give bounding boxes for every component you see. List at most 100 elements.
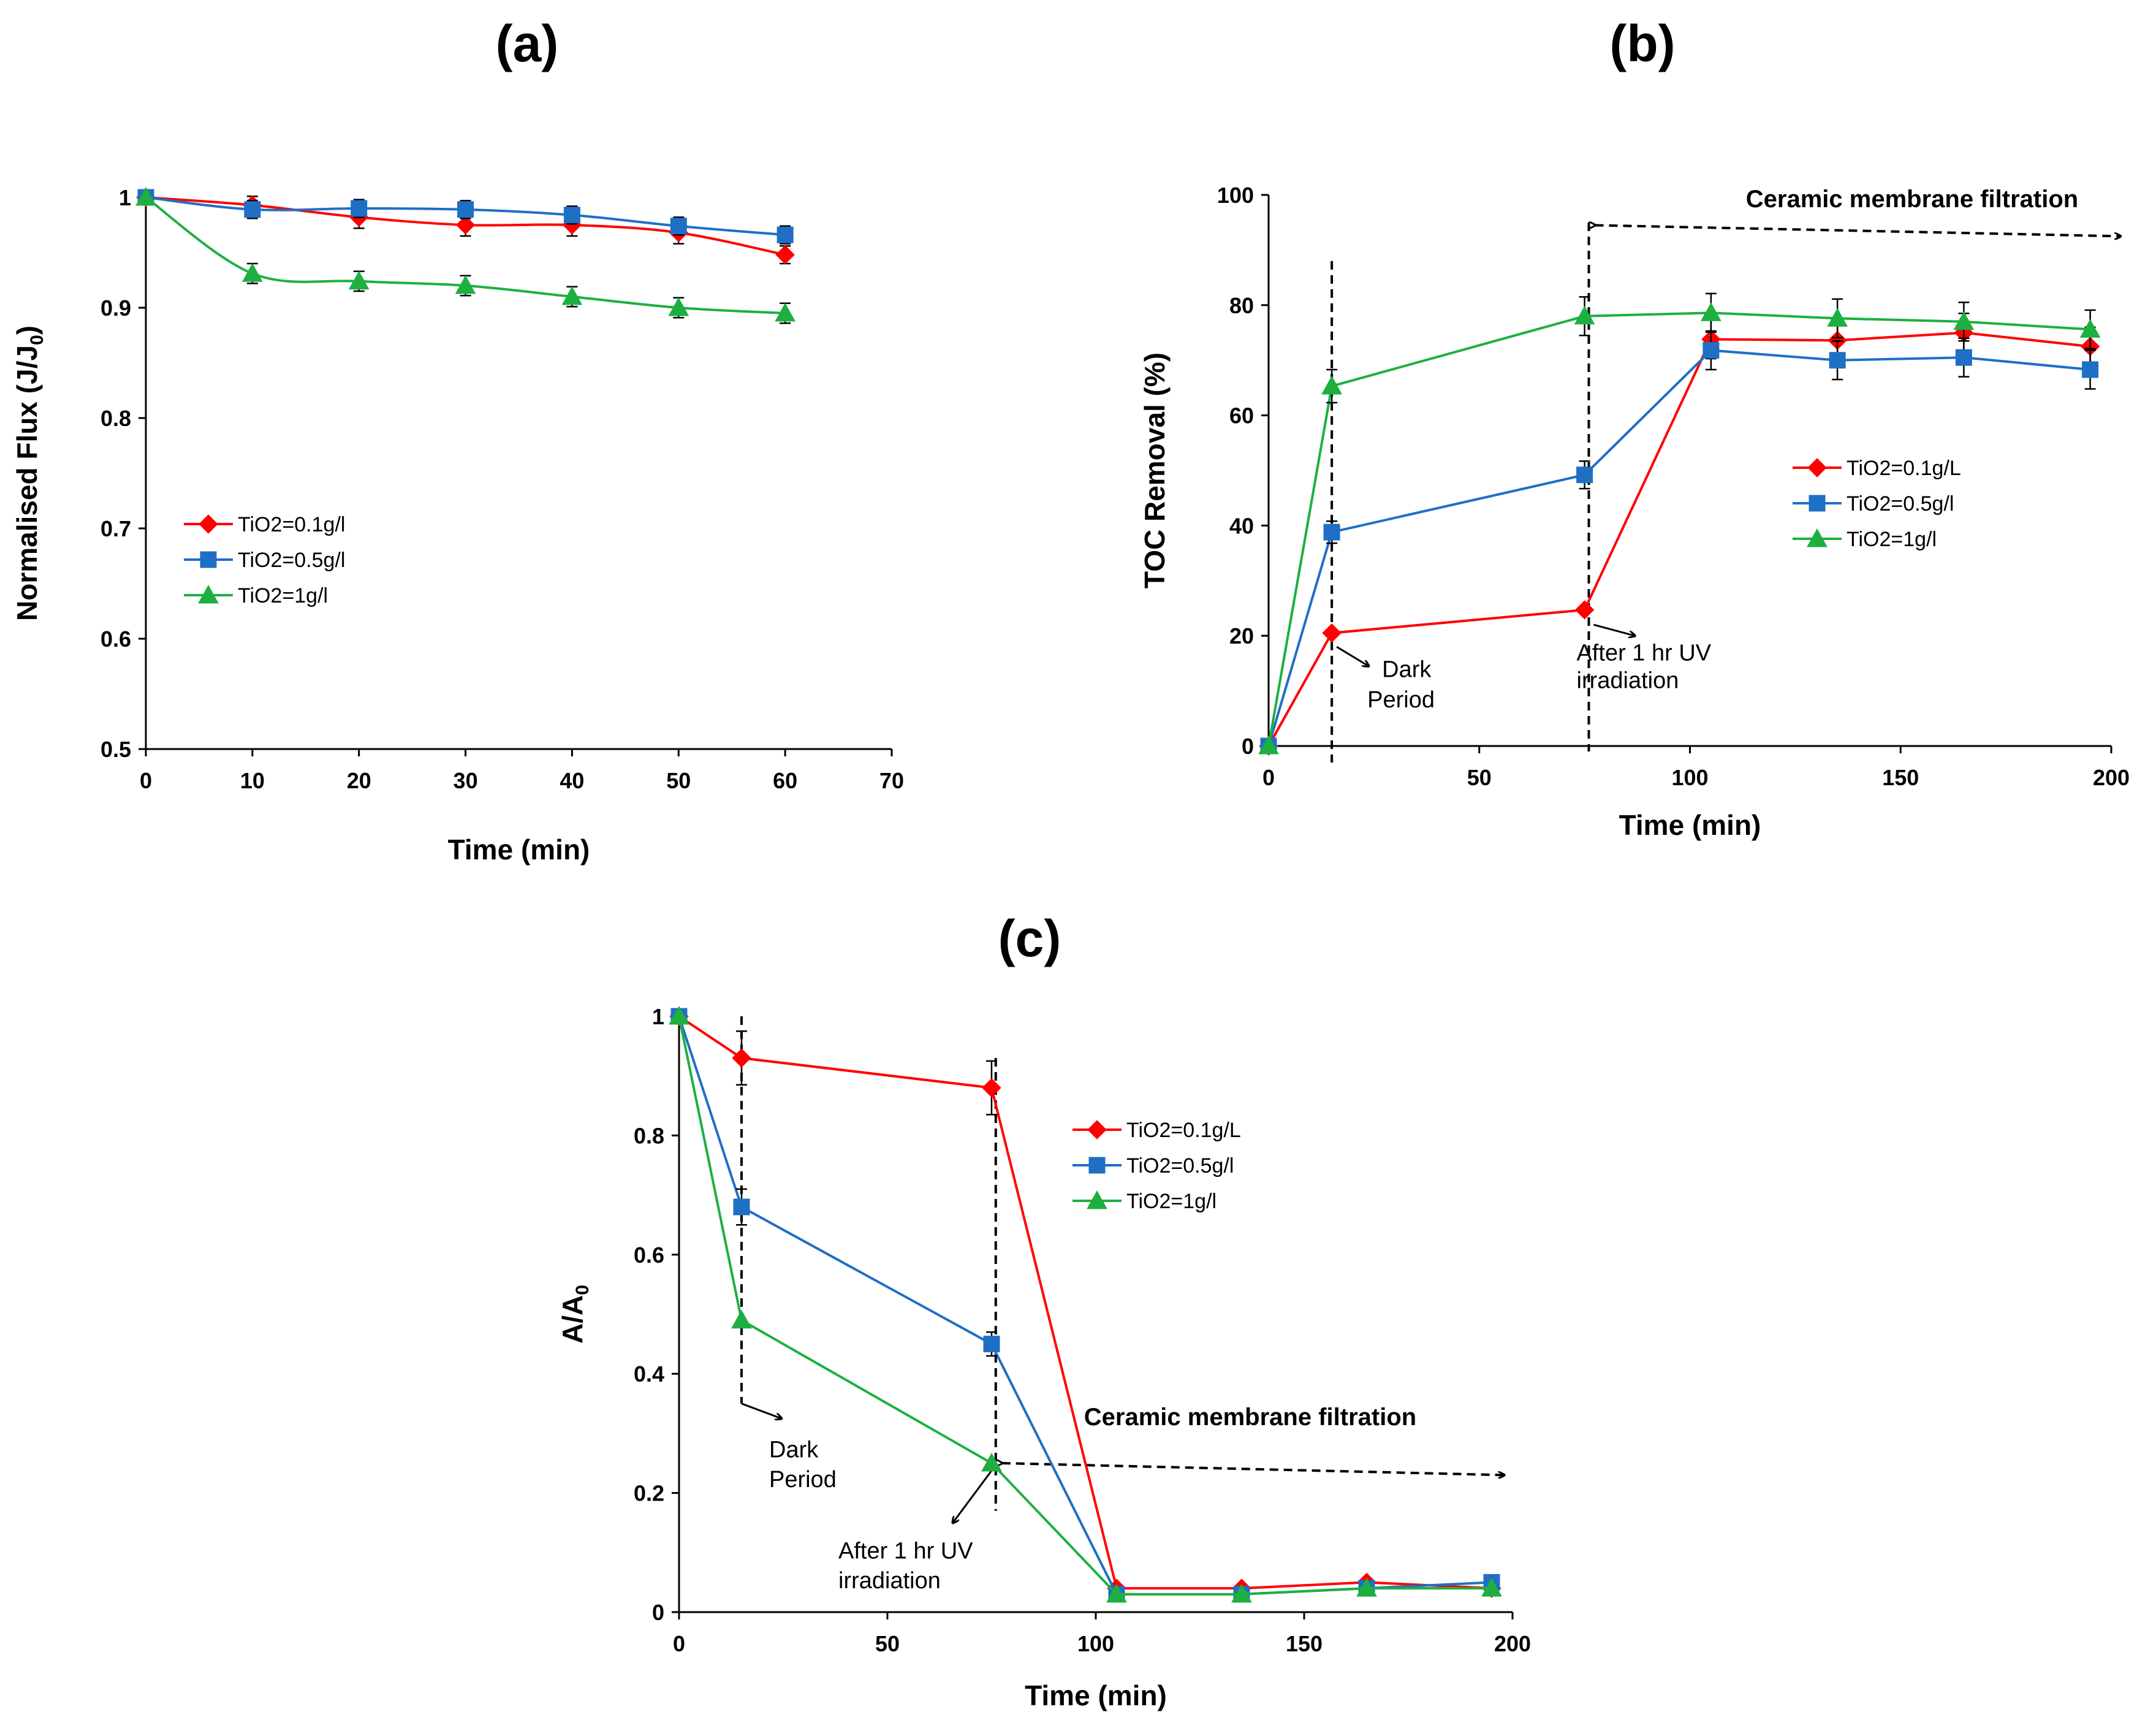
x-tick-label: 60 — [773, 768, 797, 793]
data-point-square — [776, 226, 794, 243]
y-tick-label: 0.2 — [634, 1481, 664, 1506]
region-label: Ceramic membrane filtration — [1084, 1404, 1416, 1431]
series-line — [678, 1016, 1492, 1596]
x-tick-label: 30 — [454, 768, 478, 793]
data-point-triangle — [669, 1005, 689, 1025]
series-line — [678, 1016, 1492, 1596]
dark-period-label-line2: Period — [769, 1467, 837, 1493]
data-point-square — [457, 201, 474, 218]
series-line — [1267, 331, 2090, 747]
y-tick-label: 1 — [119, 185, 131, 210]
data-point-square — [670, 218, 687, 235]
data-point-diamond — [982, 1078, 1001, 1098]
data-point-triangle — [242, 263, 263, 282]
data-point-diamond — [775, 245, 795, 265]
legend-entry: TiO2=1g/l — [1072, 1190, 1217, 1213]
x-tick-label: 150 — [1286, 1631, 1323, 1656]
data-point-diamond — [1322, 623, 1342, 643]
x-tick-label: 40 — [560, 768, 584, 793]
legend-label: TiO2=1g/l — [1126, 1190, 1217, 1213]
legend-marker-triangle — [1807, 528, 1828, 547]
series-line — [678, 1015, 1492, 1590]
y-tick-label: 60 — [1229, 403, 1254, 428]
x-tick-label: 0 — [1262, 765, 1275, 790]
x-axis-label: Time (min) — [1619, 809, 1761, 841]
x-tick-label: 0 — [140, 768, 152, 793]
y-tick-label: 1 — [652, 1004, 664, 1029]
data-point-triangle — [1827, 308, 1848, 327]
legend-entry: TiO2=1g/l — [1793, 528, 1937, 551]
legend-entry: TiO2=0.5g/l — [1793, 492, 1954, 516]
data-point-triangle — [1481, 1578, 1502, 1597]
data-point-square — [1829, 352, 1846, 369]
panel-label: (c) — [998, 910, 1061, 967]
y-tick-label: 0.9 — [101, 295, 131, 321]
series-TiO2=1g/l — [135, 186, 795, 324]
legend-label: TiO2=0.1g/L — [1126, 1119, 1241, 1142]
data-point-square — [733, 1198, 750, 1216]
data-point-diamond — [732, 1048, 751, 1068]
y-tick-label: 0 — [652, 1600, 664, 1625]
legend-label: TiO2=0.5g/l — [1847, 492, 1954, 516]
x-tick-label: 150 — [1882, 765, 1919, 790]
data-point-triangle — [1574, 305, 1595, 325]
legend-entry: TiO2=0.1g/L — [1793, 457, 1961, 480]
data-point-triangle — [1106, 1583, 1127, 1603]
dark-period-label-line1: Dark — [769, 1437, 819, 1463]
x-tick-label: 100 — [1077, 1631, 1114, 1656]
legend-entry: TiO2=0.1g/l — [184, 513, 345, 536]
data-point-diamond — [455, 215, 476, 235]
x-tick-label: 50 — [666, 768, 691, 793]
data-point-diamond — [1574, 600, 1595, 620]
series-TiO2=1g/l — [1258, 292, 2101, 755]
data-point-square — [1702, 342, 1720, 359]
data-point-square — [1323, 523, 1340, 541]
y-tick-label: 0.6 — [101, 626, 131, 652]
uv-label-line1: After 1 hr UV — [1577, 641, 1712, 666]
y-axis-label-end: ) — [11, 325, 43, 335]
x-tick-label: 50 — [1467, 765, 1492, 790]
data-point-square — [351, 200, 368, 217]
panel-label: (b) — [1609, 15, 1675, 72]
x-axis-label: Time (min) — [1025, 1680, 1167, 1711]
data-point-square — [1576, 466, 1593, 484]
data-point-triangle — [731, 1309, 752, 1329]
data-point-triangle — [1321, 375, 1342, 395]
y-tick-label: 0.5 — [101, 737, 131, 762]
x-tick-label: 20 — [347, 768, 371, 793]
y-tick-label: 40 — [1229, 513, 1254, 538]
x-tick-label: 10 — [240, 768, 265, 793]
dark-period-pointer — [1336, 645, 1368, 666]
y-axis-label-main: A/A — [556, 1295, 588, 1344]
series-TiO2=1g/l — [669, 1005, 1502, 1603]
data-point-triangle — [1258, 735, 1279, 755]
data-point-triangle — [668, 297, 689, 316]
data-point-square — [1955, 349, 1972, 366]
data-point-square — [2082, 361, 2099, 378]
chart-panel-c: (c) 0 0.2 0.4 0.6 0.8 1 0 50 100 150 200 Time (min) A… — [556, 910, 1531, 1711]
y-axis-label: Normalised Flux (J/J0) — [11, 325, 47, 621]
legend-marker-square — [1088, 1157, 1106, 1174]
membrane-filtration-arrow — [1595, 225, 2121, 236]
uv-pointer — [953, 1468, 994, 1523]
data-point-triangle — [348, 270, 370, 290]
data-point-square — [983, 1336, 1000, 1353]
data-point-square — [563, 207, 580, 224]
membrane-filtration-arrow — [1002, 1463, 1505, 1475]
y-axis-label-subscript: 0 — [572, 1285, 593, 1295]
legend-marker-square — [200, 551, 217, 568]
x-axis-label: Time (min) — [448, 834, 590, 866]
legend-marker-diamond — [1807, 458, 1827, 478]
region-label: Ceramic membrane filtration — [1746, 186, 2078, 213]
x-tick-label: 70 — [879, 768, 904, 793]
data-point-triangle — [1356, 1578, 1377, 1597]
legend-label: TiO2=0.5g/l — [238, 549, 345, 572]
legend-entry: TiO2=0.5g/l — [184, 549, 345, 572]
series-TiO2=0.1g/l — [136, 188, 795, 265]
legend-label: TiO2=0.1g/l — [238, 513, 345, 536]
legend-marker-triangle — [198, 584, 219, 604]
data-point-triangle — [981, 1452, 1002, 1472]
y-axis-label-subscript: 0 — [27, 335, 47, 345]
